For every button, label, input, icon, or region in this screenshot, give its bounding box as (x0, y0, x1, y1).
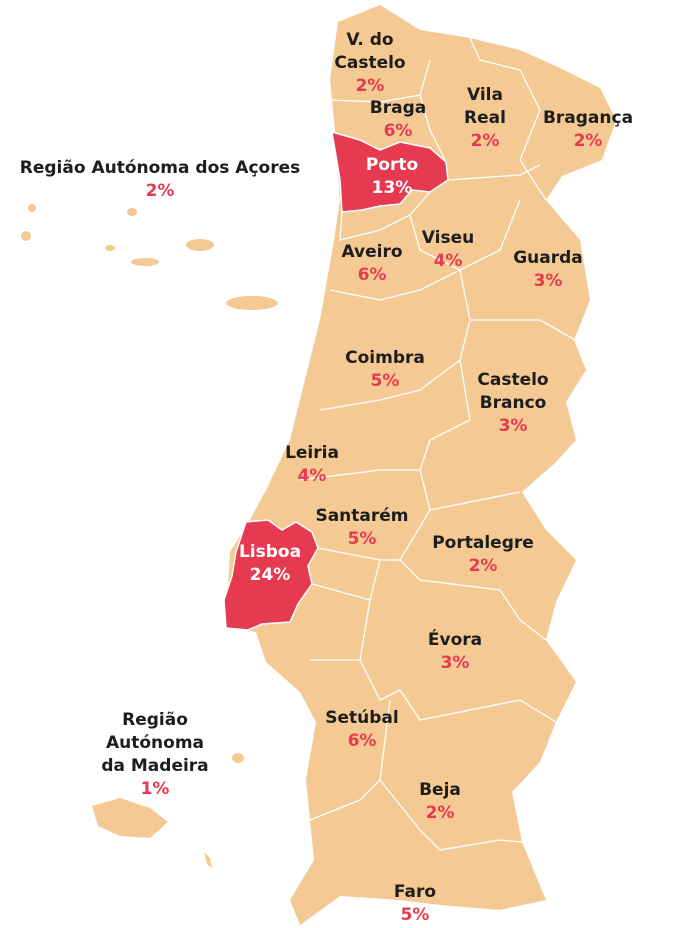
region-share: 13% (372, 178, 413, 198)
region-share: 3% (441, 653, 470, 673)
mainland (223, 5, 616, 925)
region-share: 4% (434, 251, 463, 271)
region-share: 6% (358, 265, 387, 285)
region-name: Braga (370, 98, 426, 118)
island (105, 245, 115, 251)
region-share: 6% (384, 121, 413, 141)
region-name: Real (464, 108, 506, 128)
island (186, 239, 214, 251)
region-name: Castelo (477, 370, 548, 390)
madeira-islands (92, 753, 244, 868)
azores-islands (21, 204, 278, 310)
district-borders (299, 37, 576, 851)
region-label: Portalegre 2% (432, 533, 534, 576)
region-label: Bragança 2% (543, 108, 633, 151)
region-label: Beja 2% (419, 780, 461, 823)
region-name: Castelo (334, 53, 405, 73)
region-name: Branco (480, 393, 547, 413)
region-share: 5% (401, 905, 430, 925)
island (92, 798, 168, 838)
region-label: Faro 5% (394, 882, 436, 925)
region-share: 1% (141, 779, 170, 799)
island (127, 208, 137, 216)
region-name: Viseu (422, 228, 474, 248)
island (232, 753, 244, 763)
region-name: V. do (346, 30, 393, 50)
region-share: 3% (534, 271, 563, 291)
region-label: Guarda 3% (513, 248, 583, 291)
island (28, 204, 36, 212)
region-share: 5% (348, 529, 377, 549)
region-name: Autónoma (106, 733, 204, 753)
island (226, 296, 278, 310)
region-name: Beja (419, 780, 461, 800)
region-name: Leiria (285, 443, 339, 463)
region-name: Bragança (543, 108, 633, 128)
region-name: Aveiro (341, 242, 402, 262)
region-label: Aveiro 6% (341, 242, 402, 285)
region-share: 3% (499, 416, 528, 436)
region-share: 6% (348, 731, 377, 751)
island (21, 231, 31, 241)
region-label: Região Autónoma dos Açores 2% (20, 158, 300, 201)
region-share: 2% (356, 76, 385, 96)
region-share: 2% (471, 131, 500, 151)
region-share: 5% (371, 371, 400, 391)
region-share: 2% (426, 803, 455, 823)
region-share: 2% (469, 556, 498, 576)
region-share: 2% (574, 131, 603, 151)
island (204, 852, 212, 868)
island (131, 258, 159, 266)
region-label: Évora 3% (428, 628, 482, 673)
region-name: Lisboa (239, 542, 301, 562)
region-share: 24% (250, 565, 291, 585)
region-name: Região (122, 710, 188, 730)
region-name: Vila (467, 85, 503, 105)
region-label: Coimbra 5% (345, 348, 425, 391)
region-name: Coimbra (345, 348, 425, 368)
region-name: Faro (394, 882, 436, 902)
region-share: 4% (298, 466, 327, 486)
region-label: V. do Castelo 2% (334, 30, 405, 96)
region-name: Região Autónoma dos Açores (20, 158, 300, 178)
region-name: Guarda (513, 248, 583, 268)
region-label: Braga 6% (370, 98, 426, 141)
lisboa-district (223, 519, 319, 631)
region-name: Porto (366, 155, 418, 175)
region-name: da Madeira (101, 756, 208, 776)
region-label: Santarém 5% (315, 506, 408, 549)
region-label: Lisboa 24% (239, 542, 301, 585)
region-label: Setúbal 6% (325, 708, 398, 751)
labels: V. doCastelo2%Braga6%VilaReal2%Bragança2… (20, 30, 633, 925)
region-name: Santarém (315, 506, 408, 526)
region-label: Porto 13% (366, 155, 418, 198)
region-label: Leiria 4% (285, 443, 339, 486)
region-label: Viseu 4% (422, 228, 474, 271)
region-name: Portalegre (432, 533, 534, 553)
region-name: Setúbal (325, 708, 398, 728)
region-label: Vila Real 2% (464, 85, 506, 151)
region-share: 2% (146, 181, 175, 201)
region-label: Castelo Branco 3% (477, 370, 548, 436)
region-label: Região Autónoma da Madeira 1% (101, 710, 208, 799)
region-name: Évora (428, 628, 482, 650)
